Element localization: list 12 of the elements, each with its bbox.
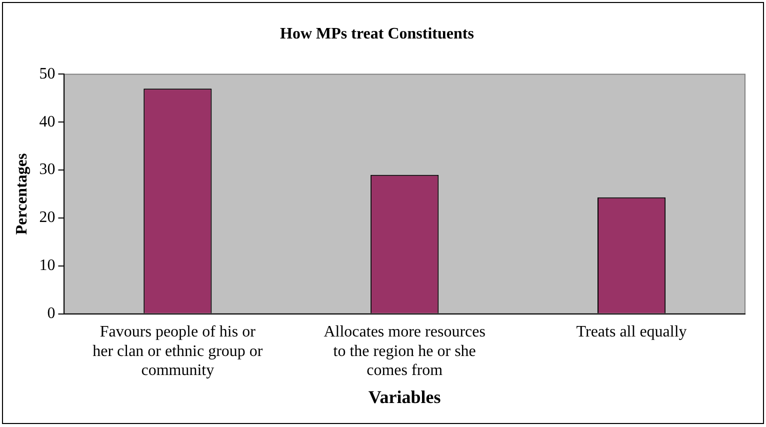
y-tick-label: 50	[39, 65, 56, 82]
y-tick-label: 30	[39, 161, 56, 178]
y-tick-label: 20	[39, 209, 56, 226]
x-tick-label: Treats all equally	[576, 324, 687, 341]
y-tick-label: 10	[39, 257, 56, 274]
x-tick-label: Allocates more resources to the region he or she comes from	[324, 324, 486, 380]
y-tick-label: 0	[47, 305, 56, 322]
y-axis-title: Percentages	[14, 153, 31, 235]
y-tick-label: 40	[39, 113, 56, 130]
chart-title: How MPs treat Constituents	[280, 26, 474, 43]
x-tick-label: Favours people of his or her clan or ethnic group or community	[92, 324, 264, 380]
x-axis-title: Variables	[368, 386, 441, 407]
